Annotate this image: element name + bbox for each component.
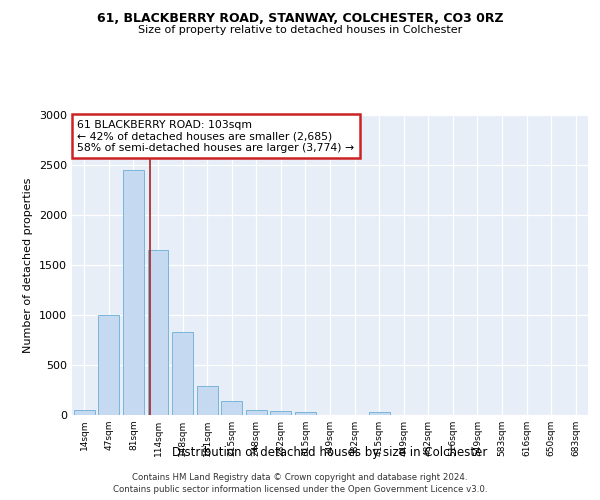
Text: Size of property relative to detached houses in Colchester: Size of property relative to detached ho… <box>138 25 462 35</box>
Bar <box>172 332 193 415</box>
Bar <box>221 400 242 415</box>
Y-axis label: Number of detached properties: Number of detached properties <box>23 178 34 352</box>
Bar <box>197 386 218 415</box>
Text: Distribution of detached houses by size in Colchester: Distribution of detached houses by size … <box>172 446 488 459</box>
Bar <box>148 250 169 415</box>
Text: 61, BLACKBERRY ROAD, STANWAY, COLCHESTER, CO3 0RZ: 61, BLACKBERRY ROAD, STANWAY, COLCHESTER… <box>97 12 503 26</box>
Bar <box>295 412 316 415</box>
Text: 61 BLACKBERRY ROAD: 103sqm
← 42% of detached houses are smaller (2,685)
58% of s: 61 BLACKBERRY ROAD: 103sqm ← 42% of deta… <box>77 120 354 152</box>
Bar <box>74 410 95 415</box>
Bar <box>271 411 292 415</box>
Bar <box>368 412 389 415</box>
Bar <box>123 170 144 415</box>
Bar <box>246 410 267 415</box>
Text: Contains HM Land Registry data © Crown copyright and database right 2024.
Contai: Contains HM Land Registry data © Crown c… <box>113 472 487 494</box>
Bar <box>98 315 119 415</box>
